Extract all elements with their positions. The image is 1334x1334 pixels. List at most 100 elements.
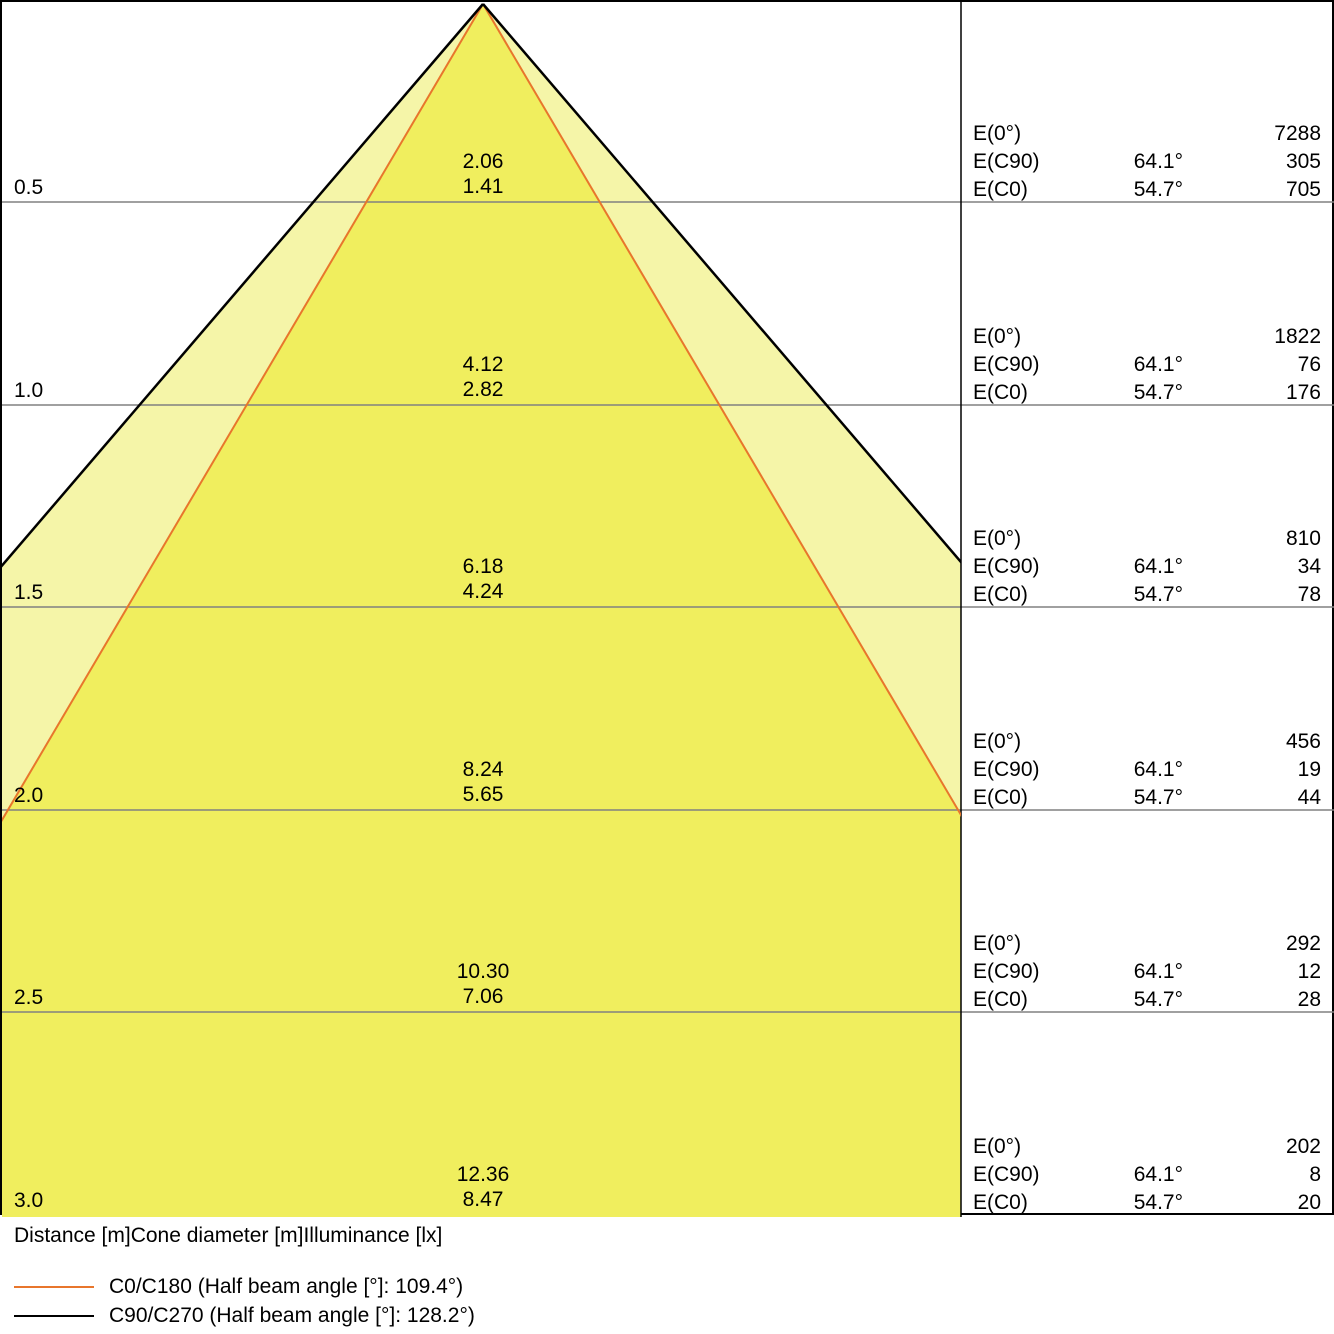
illuminance-key: E(0°): [973, 325, 1022, 348]
illuminance-key: E(0°): [973, 730, 1022, 753]
illuminance-key: E(C90): [973, 758, 1040, 781]
distance-label: 3.0: [14, 1189, 44, 1212]
cone-diameter-block: 12.36 8.47: [383, 1162, 583, 1212]
illuminance-line-center: E(0°) 202: [973, 1133, 1321, 1161]
illuminance-angle: 64.1°: [1133, 353, 1183, 376]
axis-caption: Distance [m]Cone diameter [m]Illuminance…: [14, 1224, 442, 1248]
diagram-frame: 0.5 2.06 1.41 E(0°) 7288 E(C90) 64.1° 30…: [0, 0, 1334, 1217]
c90-c270-boundary-line: [2, 3, 961, 568]
caption-illuminance: Illuminance [lx]: [303, 1224, 443, 1247]
illuminance-line-c0: E(C0) 54.7° 176: [973, 379, 1321, 407]
illuminance-value: 705: [1285, 178, 1321, 201]
illuminance-line-center: E(0°) 292: [973, 930, 1321, 958]
cone-diameter-c90: 6.18: [462, 555, 504, 578]
illuminance-angle: 54.7°: [1133, 178, 1183, 201]
illuminance-value: 28: [1297, 988, 1321, 1011]
illuminance-line-c0: E(C0) 54.7° 78: [973, 581, 1321, 609]
cone-diameter-c0: 4.24: [462, 580, 504, 603]
illuminance-line-c90: E(C90) 64.1° 34: [973, 553, 1321, 581]
illuminance-value: 456: [1285, 730, 1321, 753]
illuminance-angle: 54.7°: [1133, 381, 1183, 404]
illuminance-panel: E(0°) 7288 E(C90) 64.1° 305 E(C0) 54.7° …: [973, 120, 1321, 204]
illuminance-key: E(C90): [973, 960, 1040, 983]
illuminance-value: 1822: [1274, 325, 1321, 348]
illuminance-line-c90: E(C90) 64.1° 305: [973, 148, 1321, 176]
illuminance-value: 34: [1297, 555, 1321, 578]
illuminance-panel: E(0°) 292 E(C90) 64.1° 12 E(C0) 54.7° 28: [973, 930, 1321, 1014]
illuminance-angle: 64.1°: [1133, 758, 1183, 781]
illuminance-value: 19: [1297, 758, 1321, 781]
illuminance-line-center: E(0°) 810: [973, 525, 1321, 553]
illuminance-line-c0: E(C0) 54.7° 20: [973, 1189, 1321, 1217]
illuminance-panel: E(0°) 202 E(C90) 64.1° 8 E(C0) 54.7° 20: [973, 1133, 1321, 1217]
cone-diameter-c0: 1.41: [462, 175, 504, 198]
illuminance-key: E(C0): [973, 988, 1028, 1011]
illuminance-line-c90: E(C90) 64.1° 19: [973, 756, 1321, 784]
illuminance-line-c90: E(C90) 64.1° 8: [973, 1161, 1321, 1189]
illuminance-value: 76: [1297, 353, 1321, 376]
illuminance-value: 810: [1285, 527, 1321, 550]
cone-diameter-c0: 7.06: [462, 985, 504, 1008]
illuminance-line-c90: E(C90) 64.1° 76: [973, 351, 1321, 379]
illuminance-angle: 64.1°: [1133, 1163, 1183, 1186]
illuminance-angle: 64.1°: [1133, 150, 1183, 173]
illuminance-key: E(0°): [973, 122, 1022, 145]
illuminance-key: E(0°): [973, 1135, 1022, 1158]
legend-label-c90-c270: C90/C270 (Half beam angle [°]: 128.2°): [109, 1304, 475, 1327]
illuminance-panel: E(0°) 1822 E(C90) 64.1° 76 E(C0) 54.7° 1…: [973, 323, 1321, 407]
illuminance-key: E(C0): [973, 786, 1028, 809]
illuminance-key: E(C90): [973, 150, 1040, 173]
illuminance-key: E(C90): [973, 1163, 1040, 1186]
beam-cone-graphic: [2, 2, 1334, 1217]
legend-item-c0-c180: C0/C180 (Half beam angle [°]: 109.4°): [14, 1272, 714, 1301]
illuminance-key: E(C0): [973, 583, 1028, 606]
legend-swatch-c90-c270-icon: [14, 1315, 94, 1317]
distance-label: 2.0: [14, 784, 44, 807]
cone-diameter-c90: 10.30: [456, 960, 510, 983]
distance-label: 0.5: [14, 176, 44, 199]
caption-cone-diameter: Cone diameter [m]: [130, 1224, 304, 1247]
cone-diameter-c90: 4.12: [462, 353, 504, 376]
illuminance-angle: 54.7°: [1133, 1191, 1183, 1214]
illuminance-key: E(0°): [973, 527, 1022, 550]
illuminance-angle: 64.1°: [1133, 555, 1183, 578]
illuminance-value: 8: [1309, 1163, 1321, 1186]
cone-diameter-block: 2.06 1.41: [383, 149, 583, 199]
row-rules: [2, 201, 1334, 1013]
cone-diameter-block: 8.24 5.65: [383, 757, 583, 807]
illuminance-value: 7288: [1274, 122, 1321, 145]
illuminance-value: 44: [1297, 786, 1321, 809]
cone-diameter-c90: 2.06: [462, 150, 504, 173]
cone-diameter-block: 6.18 4.24: [383, 554, 583, 604]
illuminance-key: E(C90): [973, 353, 1040, 376]
illuminance-key: E(C0): [973, 381, 1028, 404]
illuminance-key: E(C0): [973, 1191, 1028, 1214]
illuminance-line-c90: E(C90) 64.1° 12: [973, 958, 1321, 986]
legend: C0/C180 (Half beam angle [°]: 109.4°) C9…: [14, 1272, 714, 1330]
cone-inner-c0-fill: [2, 4, 961, 1217]
illuminance-value: 20: [1297, 1191, 1321, 1214]
cone-diameter-c90: 8.24: [462, 758, 504, 781]
illuminance-value: 78: [1297, 583, 1321, 606]
illuminance-line-c0: E(C0) 54.7° 44: [973, 784, 1321, 812]
illuminance-panel: E(0°) 456 E(C90) 64.1° 19 E(C0) 54.7° 44: [973, 728, 1321, 812]
distance-label: 2.5: [14, 986, 44, 1009]
illuminance-key: E(C0): [973, 178, 1028, 201]
illuminance-value: 305: [1285, 150, 1321, 173]
illuminance-line-c0: E(C0) 54.7° 705: [973, 176, 1321, 204]
cone-diameter-c0: 2.82: [462, 378, 504, 401]
cone-diameter-block: 10.30 7.06: [383, 959, 583, 1009]
illuminance-angle: 54.7°: [1133, 583, 1183, 606]
illuminance-panel: E(0°) 810 E(C90) 64.1° 34 E(C0) 54.7° 78: [973, 525, 1321, 609]
illuminance-key: E(C90): [973, 555, 1040, 578]
legend-item-c90-c270: C90/C270 (Half beam angle [°]: 128.2°): [14, 1301, 714, 1330]
legend-label-c0-c180: C0/C180 (Half beam angle [°]: 109.4°): [109, 1275, 464, 1298]
illuminance-value: 12: [1297, 960, 1321, 983]
cone-diameter-c0: 8.47: [462, 1188, 504, 1211]
illuminance-value: 202: [1285, 1135, 1321, 1158]
distance-label: 1.0: [14, 379, 44, 402]
c0-c180-boundary-line: [2, 3, 961, 822]
cone-diameter-c0: 5.65: [462, 783, 504, 806]
distance-label: 1.5: [14, 581, 44, 604]
